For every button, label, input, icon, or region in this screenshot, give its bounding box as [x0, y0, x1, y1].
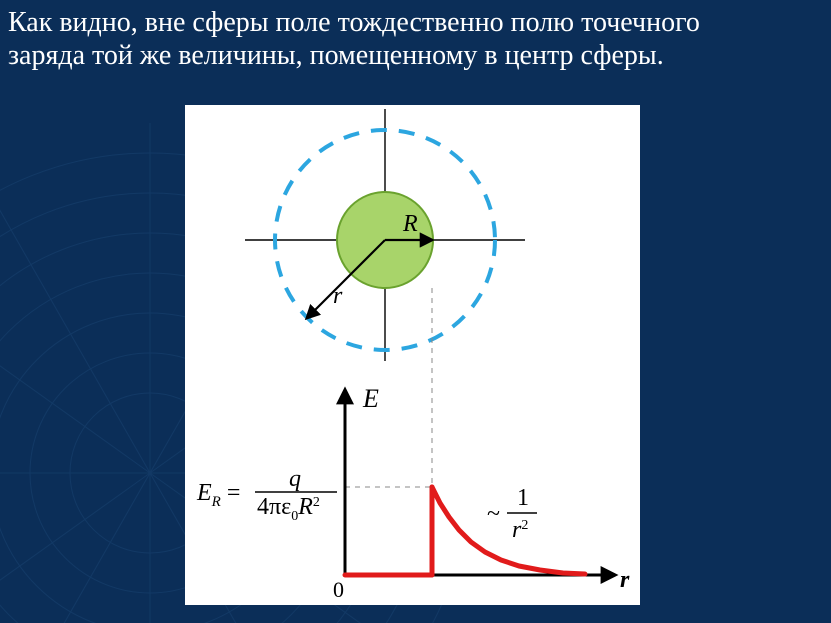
field-curve	[432, 487, 585, 574]
svg-text:R: R	[402, 211, 418, 237]
svg-text:~: ~	[487, 501, 500, 527]
svg-text:E: E	[362, 384, 379, 413]
svg-text:4πε0R2: 4πε0R2	[257, 494, 320, 524]
slide-heading: Как видно, вне сферы поле тождественно п…	[8, 6, 823, 72]
svg-text:r2: r2	[512, 517, 528, 543]
svg-text:1: 1	[517, 485, 529, 511]
svg-text:ER =: ER =	[196, 480, 240, 510]
svg-text:r: r	[333, 283, 343, 309]
svg-text:0: 0	[333, 577, 344, 602]
physics-diagram: Rr Er 0 ~1 r2 ER = q4πε0R2	[185, 105, 640, 605]
svg-text:q: q	[289, 466, 301, 492]
svg-text:r: r	[620, 567, 630, 593]
heading-line2: заряда той же величины, помещенному в це…	[8, 40, 664, 71]
heading-line1: Как видно, вне сферы поле тождественно п…	[8, 7, 700, 38]
